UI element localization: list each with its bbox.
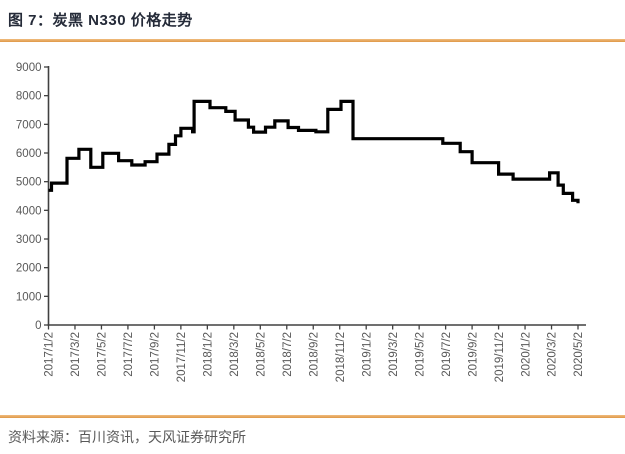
x-tick-label: 2020/1/2 — [520, 332, 532, 377]
x-tick-label: 2018/3/2 — [229, 332, 241, 377]
x-tick-label: 2018/9/2 — [308, 332, 320, 377]
figure-title: 图 7：炭黑 N330 价格走势 — [8, 12, 193, 29]
x-tick-label: 2019/11/2 — [494, 332, 506, 382]
x-tick-label: 2017/1/2 — [44, 332, 56, 377]
x-tick-label: 2019/1/2 — [361, 332, 373, 377]
x-tick-label: 2017/7/2 — [123, 332, 135, 377]
footer-rule — [0, 415, 625, 418]
y-tick-label: 5000 — [16, 177, 42, 189]
x-tick-label: 2019/9/2 — [467, 332, 479, 377]
title-underline-rule — [0, 39, 625, 42]
y-tick-label: 1000 — [16, 291, 42, 303]
x-tick-label: 2020/3/2 — [547, 332, 559, 377]
price-series-line — [48, 99, 580, 204]
y-tick-label: 7000 — [16, 119, 42, 131]
x-tick-label: 2017/5/2 — [97, 332, 109, 377]
x-tick-label: 2017/11/2 — [176, 332, 188, 382]
y-tick-label: 6000 — [16, 148, 42, 160]
x-tick-label: 2018/5/2 — [256, 332, 268, 377]
y-tick-label: 3000 — [16, 234, 42, 246]
y-tick-label: 8000 — [16, 91, 42, 103]
source-note: 资料来源：百川资讯，天风证券研究所 — [8, 429, 246, 445]
x-tick-label: 2019/7/2 — [441, 332, 453, 377]
x-tick-label: 2018/7/2 — [282, 332, 294, 377]
x-tick-label: 2017/3/2 — [70, 332, 82, 377]
x-tick-label: 2017/9/2 — [150, 332, 162, 377]
y-tick-label: 2000 — [16, 263, 42, 275]
y-tick-label: 0 — [35, 320, 41, 332]
y-tick-label: 4000 — [16, 205, 42, 217]
x-tick-label: 2018/1/2 — [203, 332, 215, 377]
x-tick-label: 2020/5/2 — [573, 332, 585, 377]
x-tick-label: 2019/5/2 — [414, 332, 426, 377]
x-tick-label: 2019/3/2 — [388, 332, 400, 377]
y-tick-label: 9000 — [16, 62, 42, 74]
x-tick-label: 2018/11/2 — [335, 332, 347, 382]
